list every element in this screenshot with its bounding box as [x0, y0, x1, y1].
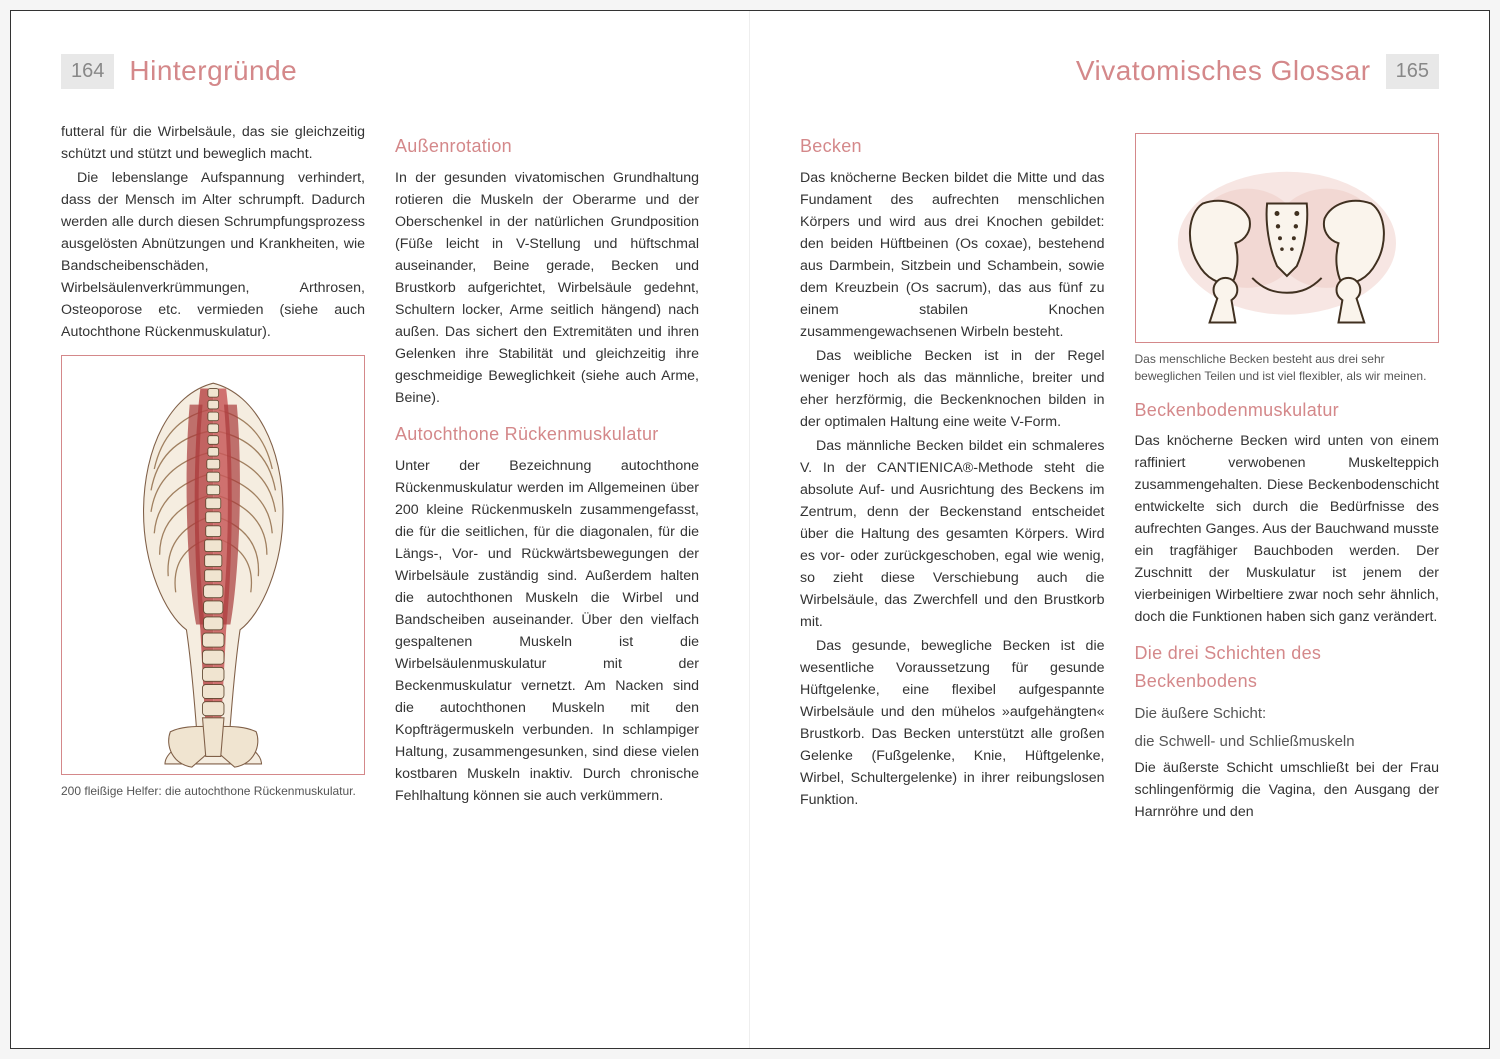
content-left: futteral für die Wirbelsäule, das sie gl… — [61, 121, 699, 998]
body-text: Die äußerste Schicht umschließt bei der … — [1135, 757, 1440, 823]
body-text: Das weibliche Becken ist in der Regel we… — [800, 345, 1105, 433]
figure-spine — [61, 355, 365, 775]
body-text: Das gesunde, bewegliche Becken ist die w… — [800, 635, 1105, 811]
right-col-2: Das menschliche Becken besteht aus drei … — [1135, 121, 1440, 998]
page-left: 164 Hintergründe futteral für die Wirbel… — [11, 11, 750, 1048]
heading: Beckenbodenmuskulatur — [1135, 397, 1440, 425]
spine-illustration — [106, 351, 321, 780]
heading: Die drei Schichten des Beckenbodens — [1135, 640, 1440, 696]
page-number-right: 165 — [1386, 54, 1439, 89]
body-text: Die lebenslange Aufspannung verhindert, … — [61, 167, 365, 343]
right-col-1: Becken Das knöcherne Becken bildet die M… — [800, 121, 1105, 998]
pelvis-illustration — [1158, 149, 1416, 328]
body-text: Das knöcherne Becken wird unten von eine… — [1135, 430, 1440, 628]
heading: Becken — [800, 133, 1105, 161]
section-title-right: Vivatomisches Glossar — [1076, 55, 1371, 87]
body-text: Das männliche Becken bildet ein schmaler… — [800, 435, 1105, 633]
heading: Außenrotation — [395, 133, 699, 161]
body-text: Das knöcherne Becken bildet die Mitte un… — [800, 167, 1105, 343]
body-text: Unter der Bezeichnung autochthone Rücken… — [395, 455, 699, 807]
header-left: 164 Hintergründe — [61, 51, 699, 91]
book-spread: 164 Hintergründe futteral für die Wirbel… — [10, 10, 1490, 1049]
left-col-2: Außenrotation In der gesunden vivatomisc… — [395, 121, 699, 998]
content-right: Becken Das knöcherne Becken bildet die M… — [800, 121, 1439, 998]
body-text: In der gesunden vivatomischen Grundhaltu… — [395, 167, 699, 409]
subheading: die Schwell- und Schließmuskeln — [1135, 730, 1440, 753]
page-right: Vivatomisches Glossar 165 Becken Das knö… — [750, 11, 1489, 1048]
figure-pelvis — [1135, 133, 1440, 343]
page-number-left: 164 — [61, 54, 114, 89]
figure-caption: 200 fleißige Helfer: die autochthone Rüc… — [61, 783, 365, 800]
heading: Autochthone Rückenmuskulatur — [395, 421, 699, 449]
header-right: Vivatomisches Glossar 165 — [800, 51, 1439, 91]
figure-caption: Das menschliche Becken besteht aus drei … — [1135, 351, 1440, 385]
body-text: futteral für die Wirbelsäule, das sie gl… — [61, 121, 365, 165]
section-title-left: Hintergründe — [129, 55, 297, 87]
left-col-1: futteral für die Wirbelsäule, das sie gl… — [61, 121, 365, 998]
subheading: Die äußere Schicht: — [1135, 702, 1440, 725]
